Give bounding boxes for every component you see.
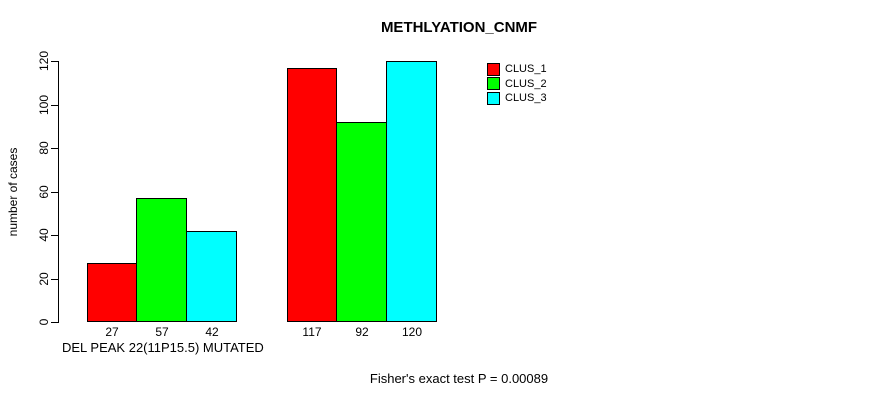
bar-value-label: 42: [205, 325, 219, 339]
x-group-label: DEL PEAK 22(11P15.5) MUTATED: [62, 340, 264, 355]
y-axis-tick: [51, 235, 58, 236]
y-axis-tick-label: 100: [37, 94, 51, 115]
legend-swatch-clus2: [487, 77, 500, 91]
y-axis-line: [58, 61, 59, 323]
chart-title: METHLYATION_CNMF: [380, 19, 538, 36]
bar-clus_2-group2: [336, 121, 387, 322]
legend-item-clus2: CLUS_2: [487, 77, 547, 92]
bar-value-label: 27: [105, 325, 119, 339]
bar-clus_1-group2: [287, 67, 337, 322]
bar-clus_2-group1: [136, 198, 187, 322]
legend-label-clus3: CLUS_3: [505, 92, 547, 105]
y-axis-tick-label: 0: [37, 318, 51, 326]
legend-label-clus2: CLUS_2: [505, 77, 547, 90]
bar-value-label: 57: [155, 325, 169, 339]
bar-clus_3-group1: [186, 230, 237, 322]
y-axis-tick: [51, 278, 58, 280]
bar-clus_1-group1: [87, 263, 137, 322]
bar-value-label: 117: [302, 325, 322, 339]
y-axis-title: number of cases: [6, 147, 20, 237]
y-axis-tick: [51, 191, 58, 193]
y-axis-tick: [51, 104, 58, 106]
bar-value-label: 92: [355, 325, 369, 339]
y-axis-tick: [51, 61, 58, 62]
bar-value-label: 120: [401, 325, 423, 339]
fisher-test-note: Fisher's exact test P = 0.00089: [369, 371, 549, 386]
legend-item-clus1: CLUS_1: [487, 62, 547, 77]
y-axis-tick-label: 80: [37, 141, 51, 155]
y-axis-tick: [51, 148, 58, 149]
y-axis-tick-label: 20: [37, 271, 51, 286]
y-axis-tick-label: 120: [37, 50, 51, 72]
legend-swatch-clus1: [487, 62, 500, 76]
y-axis-tick-label: 40: [37, 228, 51, 242]
legend-label-clus1: CLUS_1: [505, 63, 547, 76]
y-axis-tick-label: 60: [37, 184, 51, 199]
legend-item-clus3: CLUS_3: [487, 91, 547, 106]
bar-clus_3-group2: [386, 61, 437, 322]
legend-swatch-clus3: [487, 91, 500, 105]
y-axis-tick: [51, 322, 58, 323]
legend: CLUS_1 CLUS_2 CLUS_3: [487, 62, 547, 106]
